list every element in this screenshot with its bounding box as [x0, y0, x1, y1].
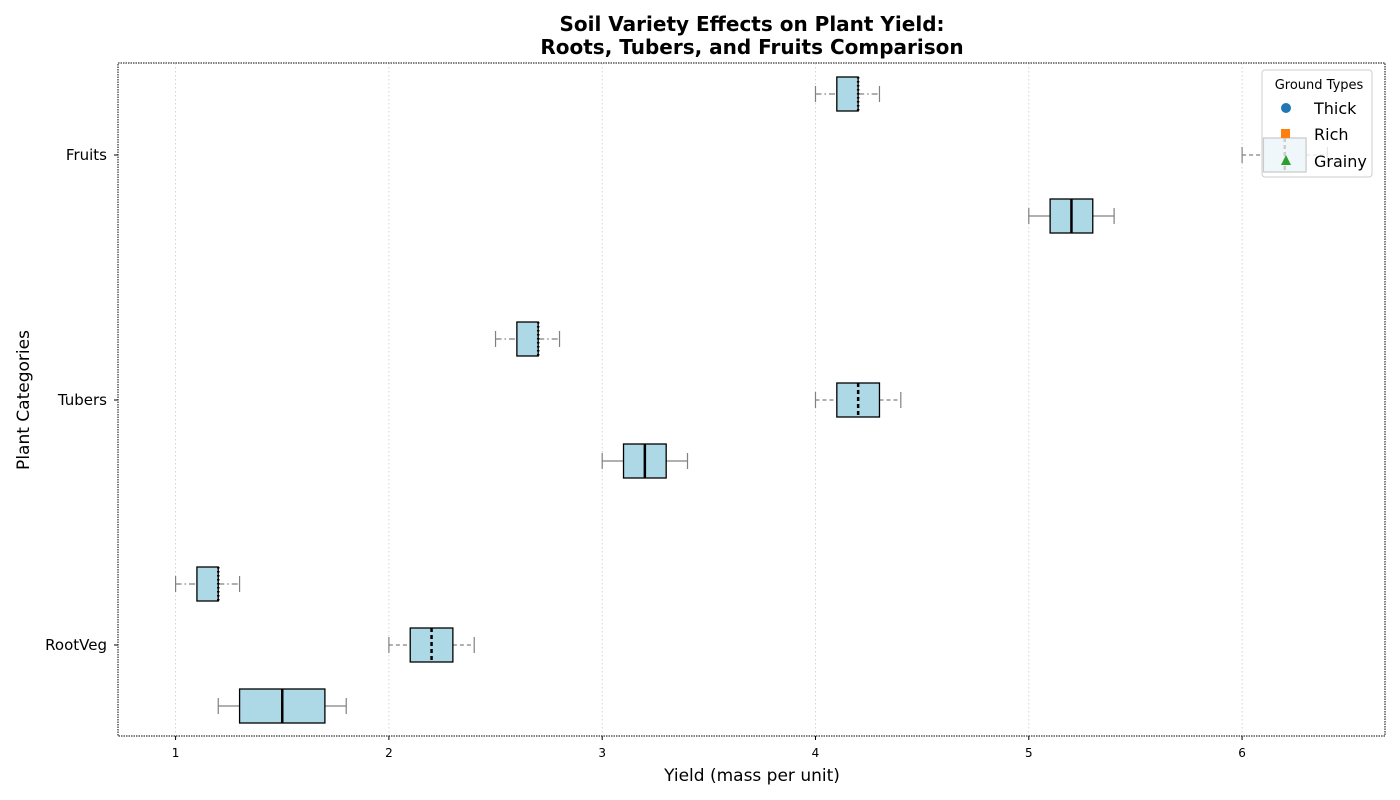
x-axis-ticks: 1 2 3 4 5 6 — [172, 736, 1246, 760]
y-tick-label-tubers: Tubers — [57, 391, 107, 409]
y-axis-label: Plant Categories — [14, 330, 34, 470]
x-tick-label-4: 4 — [812, 746, 820, 760]
legend-marker-thick — [1281, 103, 1291, 113]
box-group-rich-rootveg — [388, 627, 475, 663]
chart-title-line-1: Soil Variety Effects on Plant Yield: — [559, 12, 944, 36]
legend: Ground Types Thick Rich Grainy — [1261, 69, 1373, 178]
grid-lines — [175, 63, 1243, 736]
box-group-thick-rootveg — [217, 688, 347, 724]
x-tick-label-3: 3 — [598, 746, 606, 760]
legend-marker-grainy — [1281, 155, 1291, 165]
box-group-thick-fruits — [1028, 198, 1115, 234]
plot-frame — [117, 62, 1386, 737]
x-tick-label-2: 2 — [385, 746, 393, 760]
box-group-rich-tubers — [814, 382, 902, 418]
legend-marker-rich — [1281, 129, 1290, 138]
legend-label-grainy: Grainy — [1314, 152, 1367, 171]
y-axis-ticks: RootVeg Tubers Fruits — [45, 146, 118, 654]
y-tick-label-fruits: Fruits — [66, 146, 107, 164]
legend-box — [1261, 69, 1373, 178]
box-grainy-fruits — [836, 76, 859, 112]
x-tick-label-1: 1 — [172, 746, 180, 760]
box-elements — [174, 76, 1329, 724]
box-group-grainy-fruits — [814, 76, 881, 112]
chart-title-line-2: Roots, Tubers, and Fruits Comparison — [540, 35, 963, 59]
box-grainy-tubers — [516, 321, 539, 357]
legend-label-thick: Thick — [1313, 99, 1357, 118]
box-group-grainy-tubers — [494, 321, 561, 357]
box-grainy-rootveg — [196, 566, 219, 602]
x-tick-label-5: 5 — [1025, 746, 1033, 760]
box-group-thick-tubers — [601, 443, 689, 479]
x-tick-label-6: 6 — [1238, 746, 1246, 760]
x-axis-label: Yield (mass per unit) — [663, 766, 840, 786]
box-group-grainy-rootveg — [174, 566, 241, 602]
legend-label-rich: Rich — [1314, 125, 1349, 144]
y-tick-label-rootveg: RootVeg — [45, 636, 107, 654]
legend-title: Ground Types — [1275, 78, 1364, 93]
